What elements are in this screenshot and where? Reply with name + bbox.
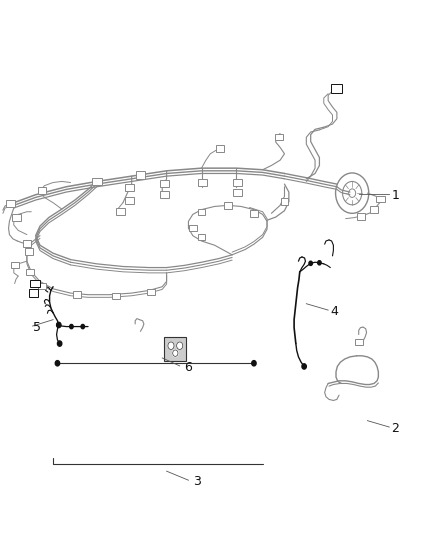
FancyBboxPatch shape xyxy=(125,184,134,191)
FancyBboxPatch shape xyxy=(25,248,33,255)
FancyBboxPatch shape xyxy=(189,224,197,231)
Text: 3: 3 xyxy=(193,475,201,488)
FancyBboxPatch shape xyxy=(92,177,102,185)
FancyBboxPatch shape xyxy=(30,280,39,287)
FancyBboxPatch shape xyxy=(370,206,378,213)
Circle shape xyxy=(57,322,61,328)
FancyBboxPatch shape xyxy=(11,262,19,268)
FancyBboxPatch shape xyxy=(12,214,21,221)
Circle shape xyxy=(57,341,62,346)
FancyBboxPatch shape xyxy=(136,171,145,179)
FancyBboxPatch shape xyxy=(250,210,258,216)
FancyBboxPatch shape xyxy=(198,208,205,215)
FancyBboxPatch shape xyxy=(22,240,31,247)
FancyBboxPatch shape xyxy=(38,283,46,289)
FancyBboxPatch shape xyxy=(160,191,169,198)
FancyBboxPatch shape xyxy=(148,289,155,295)
Circle shape xyxy=(70,325,73,329)
Text: 5: 5 xyxy=(33,321,42,334)
Text: 6: 6 xyxy=(184,361,192,374)
FancyBboxPatch shape xyxy=(216,146,224,152)
FancyBboxPatch shape xyxy=(276,134,283,140)
Circle shape xyxy=(81,325,85,329)
Circle shape xyxy=(252,361,256,366)
FancyBboxPatch shape xyxy=(198,234,205,240)
FancyBboxPatch shape xyxy=(332,84,343,93)
Text: 2: 2 xyxy=(392,422,399,435)
FancyBboxPatch shape xyxy=(6,200,14,207)
Circle shape xyxy=(302,364,306,369)
Text: 1: 1 xyxy=(392,189,399,203)
Text: 4: 4 xyxy=(330,305,338,318)
FancyBboxPatch shape xyxy=(357,213,365,220)
FancyBboxPatch shape xyxy=(28,289,38,297)
Circle shape xyxy=(177,342,183,350)
FancyBboxPatch shape xyxy=(160,180,169,187)
FancyBboxPatch shape xyxy=(73,292,81,298)
Circle shape xyxy=(309,261,312,265)
FancyBboxPatch shape xyxy=(38,187,46,193)
FancyBboxPatch shape xyxy=(113,293,120,300)
Circle shape xyxy=(172,350,178,357)
FancyBboxPatch shape xyxy=(164,337,186,361)
FancyBboxPatch shape xyxy=(376,196,385,203)
FancyBboxPatch shape xyxy=(233,189,242,196)
FancyBboxPatch shape xyxy=(117,208,125,215)
FancyBboxPatch shape xyxy=(125,197,134,204)
FancyBboxPatch shape xyxy=(281,198,288,205)
Circle shape xyxy=(318,261,321,265)
FancyBboxPatch shape xyxy=(233,179,242,186)
FancyBboxPatch shape xyxy=(26,269,34,275)
FancyBboxPatch shape xyxy=(355,339,363,345)
Circle shape xyxy=(57,323,60,327)
FancyBboxPatch shape xyxy=(198,179,207,186)
FancyBboxPatch shape xyxy=(224,202,232,208)
Circle shape xyxy=(55,361,60,366)
Circle shape xyxy=(168,342,174,350)
